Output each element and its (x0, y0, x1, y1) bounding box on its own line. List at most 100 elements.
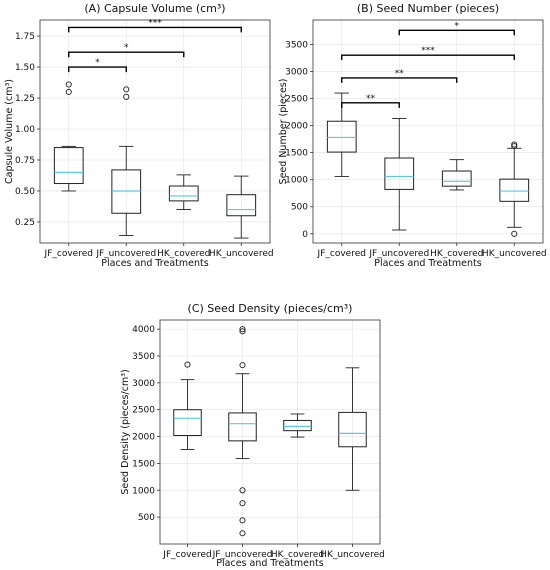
box-jf-uncovered (228, 326, 257, 537)
box-jf-uncovered (111, 86, 142, 237)
chart-title: (A) Capsule Volume (cm³) (84, 2, 225, 15)
iqr-box (283, 419, 312, 432)
iqr-box (441, 170, 472, 187)
x-tick-label: HK_uncovered (209, 249, 274, 259)
iqr-box (173, 409, 202, 436)
y-tick-label: 2000 (132, 433, 155, 443)
iqr-box (326, 120, 357, 153)
chart-panel-a: 0.25 0.50 0.75 1.00 1.25 1.50 1.75 JF_covered JF… (4, 2, 274, 269)
outlier-point (239, 487, 246, 494)
x-tick-label: JF_uncovered (368, 249, 429, 259)
iqr-box (226, 194, 257, 217)
significance-bracket (341, 54, 515, 61)
y-tick-label: 0 (302, 230, 308, 240)
outlier-point (511, 141, 518, 148)
outlier-point (239, 328, 246, 335)
significance-label: * (455, 21, 460, 31)
y-tick-label: 1000 (285, 176, 308, 186)
outlier-point (184, 361, 191, 368)
outlier-point (511, 230, 518, 237)
outlier-point (123, 93, 130, 100)
x-tick-label: HK_covered (157, 249, 210, 259)
iqr-box (168, 185, 199, 202)
y-tick-label: 1.50 (15, 63, 35, 73)
x-tick-label: HK_uncovered (482, 249, 547, 259)
y-tick-label: 0.50 (15, 187, 35, 197)
y-tick-label: 1.25 (15, 94, 35, 104)
y-tick-label: 500 (291, 203, 308, 213)
box-hk-covered (168, 174, 199, 211)
y-tick-label: 500 (138, 513, 155, 523)
plot-frame (159, 319, 381, 545)
outlier-point (239, 500, 246, 507)
y-tick-label: 3000 (285, 67, 308, 77)
outlier-point (511, 143, 518, 150)
x-tick-label: HK_covered (271, 550, 324, 560)
outlier-point (239, 362, 246, 369)
iqr-box (53, 147, 84, 185)
outlier-point (239, 530, 246, 537)
iqr-box (228, 412, 257, 442)
outlier-point (239, 517, 246, 524)
x-tick-label: HK_covered (430, 249, 483, 259)
significance-label: ** (395, 69, 405, 79)
chart-panel-b: 0 500 1000 1500 2000 2500 3000 3500 JF_covered JF… (278, 2, 547, 269)
y-tick-label: 3500 (132, 352, 155, 362)
significance-bracket (68, 26, 242, 33)
significance-label: *** (148, 18, 162, 28)
y-tick-label: 0.75 (15, 156, 35, 166)
x-tick-label: JF_uncovered (212, 550, 273, 560)
box-hk-uncovered (226, 175, 257, 239)
chart-title: (C) Seed Density (pieces/cm³) (188, 302, 353, 315)
y-axis-label: Capsule Volume (cm³) (4, 79, 15, 184)
y-tick-label: 2500 (132, 406, 155, 416)
x-tick-label: JF_covered (317, 249, 366, 259)
plot-frame (39, 19, 271, 244)
box-jf-uncovered (384, 118, 415, 231)
y-tick-label: 0.25 (15, 218, 35, 228)
box-hk-uncovered (499, 141, 530, 237)
x-tick-label: HK_uncovered (320, 550, 385, 560)
y-tick-label: 1500 (132, 459, 155, 469)
box-hk-uncovered (338, 367, 367, 491)
x-tick-label: JF_covered (44, 249, 93, 259)
outlier-point (239, 326, 246, 333)
x-axis-label: Places and Treatments (101, 258, 208, 269)
y-tick-label: 3500 (285, 40, 308, 50)
outlier-point (65, 81, 72, 88)
box-hk-covered (283, 413, 312, 438)
box-jf-covered (326, 92, 357, 177)
significance-label: * (95, 58, 100, 68)
significance-label: *** (421, 46, 435, 56)
y-tick-label: 2000 (285, 122, 308, 132)
iqr-box (499, 178, 530, 202)
y-tick-label: 1500 (285, 149, 308, 159)
box-hk-covered (441, 159, 472, 191)
outlier-point (65, 88, 72, 95)
y-tick-label: 1.75 (15, 32, 35, 42)
y-tick-label: 4000 (132, 325, 155, 335)
significance-bracket (341, 102, 400, 108)
significance-label: * (124, 43, 129, 53)
significance-bracket (68, 51, 185, 58)
y-axis-label: Seed Number (pieces) (278, 79, 289, 185)
y-tick-label: 2500 (285, 94, 308, 104)
iqr-box (111, 169, 142, 214)
y-tick-label: 3000 (132, 379, 155, 389)
x-tick-label: JF_uncovered (95, 249, 156, 259)
significance-bracket (398, 29, 515, 36)
box-jf-covered (53, 81, 84, 192)
chart-panel-c: 500 1000 1500 2000 2500 3000 3500 4000 JF_covere… (120, 302, 385, 569)
y-axis-label: Seed Density (pieces/cm³) (120, 369, 131, 494)
chart-title: (B) Seed Number (pieces) (357, 2, 499, 15)
iqr-box (384, 157, 415, 190)
x-axis-label: Places and Treatments (374, 258, 481, 269)
box-jf-covered (173, 361, 202, 450)
significance-bracket (68, 66, 127, 73)
x-axis-label: Places and Treatments (216, 558, 323, 569)
y-tick-label: 1000 (132, 486, 155, 496)
iqr-box (338, 411, 367, 448)
plot-frame (312, 19, 544, 244)
y-tick-label: 1.00 (15, 125, 35, 135)
